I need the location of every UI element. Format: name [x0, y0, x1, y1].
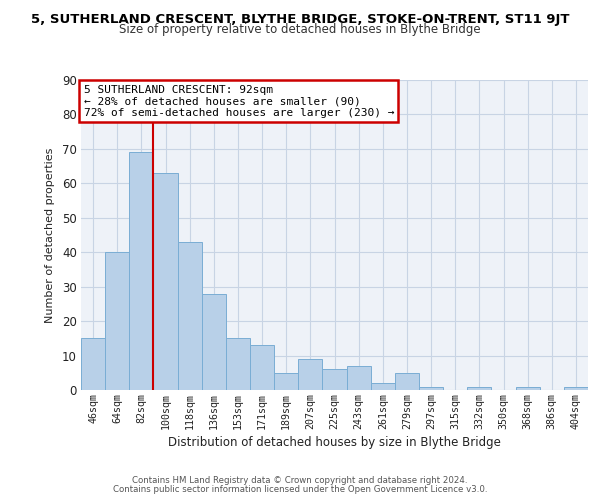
Y-axis label: Number of detached properties: Number of detached properties [45, 148, 55, 322]
Bar [467, 386, 491, 390]
Bar [395, 373, 419, 390]
Bar [250, 345, 274, 390]
Text: Contains HM Land Registry data © Crown copyright and database right 2024.: Contains HM Land Registry data © Crown c… [132, 476, 468, 485]
Text: 5 SUTHERLAND CRESCENT: 92sqm
← 28% of detached houses are smaller (90)
72% of se: 5 SUTHERLAND CRESCENT: 92sqm ← 28% of de… [83, 84, 394, 118]
Bar [105, 252, 129, 390]
Bar [129, 152, 154, 390]
Text: Contains public sector information licensed under the Open Government Licence v3: Contains public sector information licen… [113, 485, 487, 494]
Text: 5, SUTHERLAND CRESCENT, BLYTHE BRIDGE, STOKE-ON-TRENT, ST11 9JT: 5, SUTHERLAND CRESCENT, BLYTHE BRIDGE, S… [31, 12, 569, 26]
Bar [202, 294, 226, 390]
Bar [178, 242, 202, 390]
Bar [347, 366, 371, 390]
Bar [274, 373, 298, 390]
X-axis label: Distribution of detached houses by size in Blythe Bridge: Distribution of detached houses by size … [168, 436, 501, 448]
Bar [298, 359, 322, 390]
Bar [154, 173, 178, 390]
Bar [564, 386, 588, 390]
Bar [515, 386, 540, 390]
Bar [419, 386, 443, 390]
Text: Size of property relative to detached houses in Blythe Bridge: Size of property relative to detached ho… [119, 22, 481, 36]
Bar [226, 338, 250, 390]
Bar [371, 383, 395, 390]
Bar [81, 338, 105, 390]
Bar [322, 370, 347, 390]
